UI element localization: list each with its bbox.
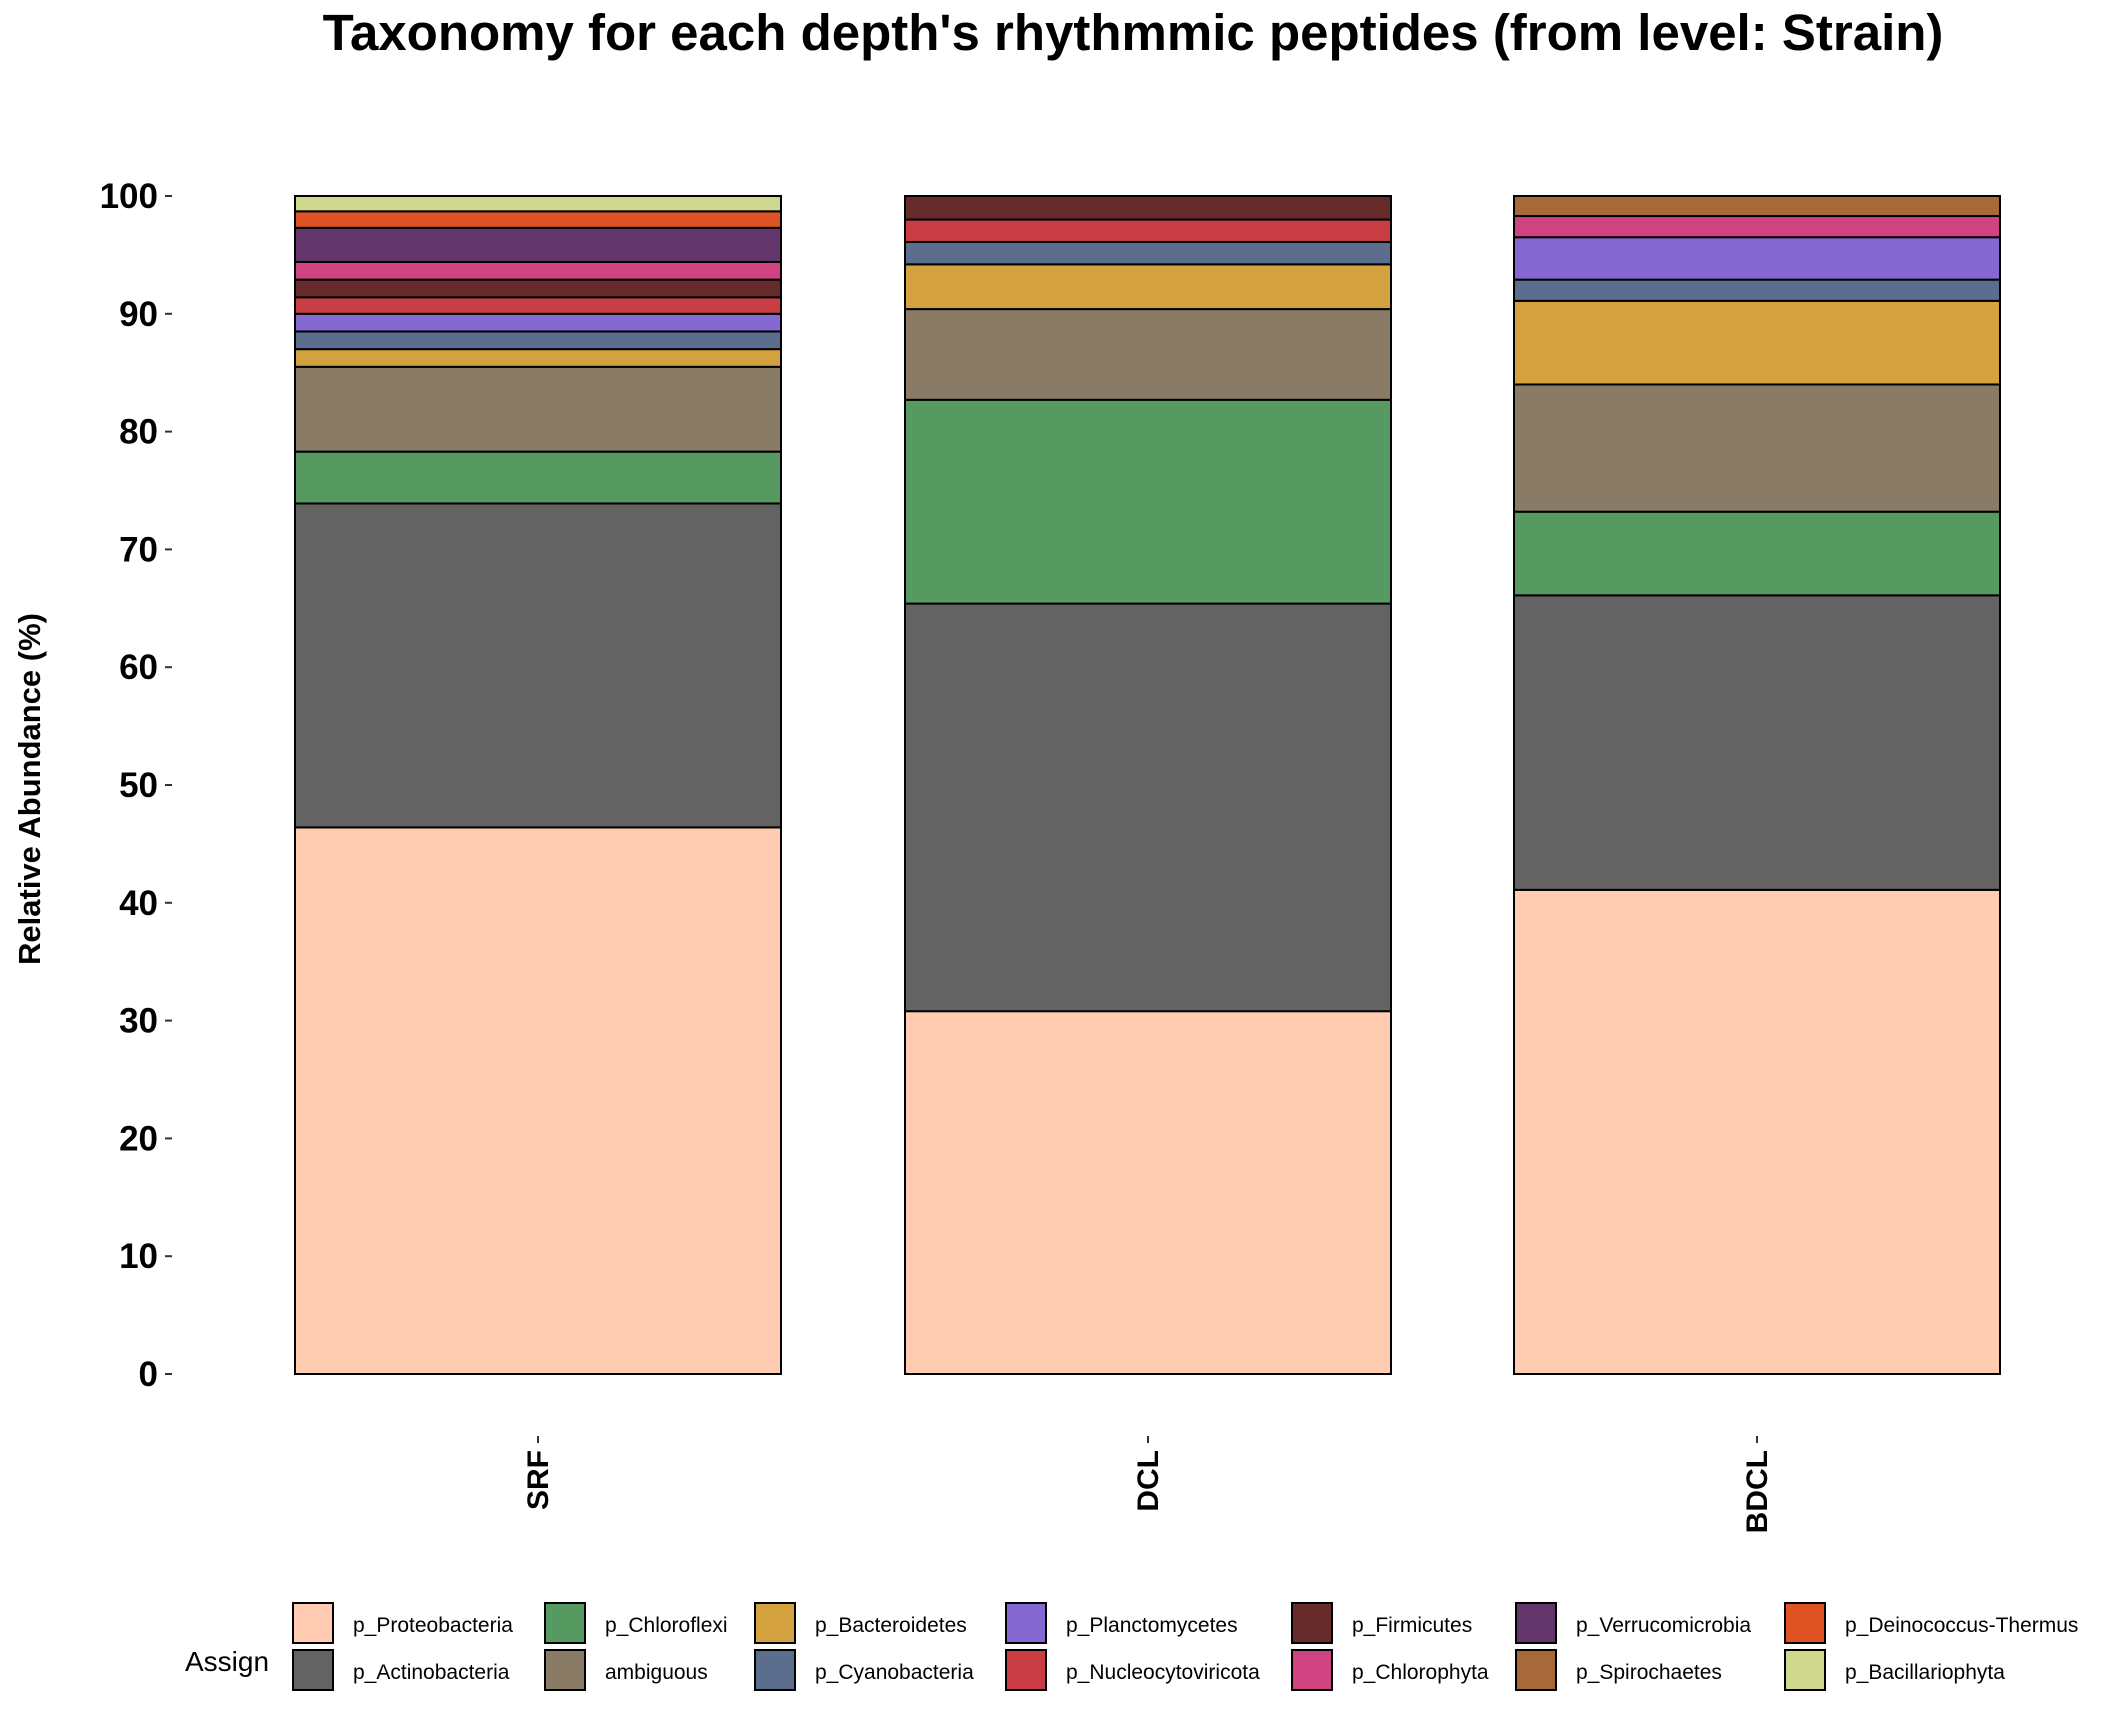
bar-segment-p-actinobacteria-dcl [904,602,1392,1013]
bar-segment-p-chlorophyta-srf [294,260,782,281]
bar-segment-p-bacteroidetes-dcl [904,263,1392,311]
bar-segment-p-planctomycetes-srf [294,312,782,333]
bar-segment-p-chloroflexi-dcl [904,398,1392,605]
legend-key-p-verrucomicrobia [1515,1602,1557,1644]
legend-key-p-firmicutes [1291,1602,1333,1644]
y-tick-label: 70 [119,530,158,569]
y-axis: 0 10 20 30 40 50 60 70 80 90 100 [100,177,172,1394]
bar-segment-p-bacteroidetes-srf [294,348,782,368]
legend-label-p-chloroflexi: p_Chloroflexi [605,1614,728,1637]
bar-segment-p-cyanobacteria-dcl [904,240,1392,266]
y-tick-label: 30 [119,1002,158,1041]
bar-segment-p-nucleocytoviricota-srf [294,296,782,315]
legend-key-ambiguous [544,1649,586,1691]
bar-segment-p-chloroflexi-srf [294,450,782,505]
legend-key-p-cyanobacteria [754,1649,796,1691]
legend-key-p-chlorophyta [1291,1649,1333,1691]
bar-segment-p-verrucomicrobia-srf [294,226,782,263]
legend-key-p-chloroflexi [544,1602,586,1644]
chart-title: Taxonomy for each depth's rhythmmic pept… [323,4,1944,61]
legend-label-p-deinococcus-thermus: p_Deinococcus-Thermus [1845,1614,2078,1637]
bars-group [294,195,2001,1376]
y-axis-label: Relative Abundance (%) [12,613,47,965]
legend-key-p-nucleocytoviricota [1005,1649,1047,1691]
bar-segment-p-firmicutes-dcl [904,195,1392,221]
legend-key-p-spirochaetes [1515,1649,1557,1691]
x-tick-label-dcl: DCL [1132,1450,1165,1512]
bar-segment-p-bacillariophyta-srf [294,195,782,213]
legend-label-ambiguous: ambiguous [605,1661,708,1684]
legend-label-p-bacteroidetes: p_Bacteroidetes [815,1614,967,1637]
legend-label-p-verrucomicrobia: p_Verrucomicrobia [1576,1614,1751,1637]
x-axis: SRF DCL BDCL [522,1436,1774,1533]
legend-key-p-planctomycetes [1005,1602,1047,1644]
bar-segment-p-planctomycetes-bdcl [1513,236,2001,281]
bar-segment-ambiguous-bdcl [1513,383,2001,513]
bar-segment-p-chloroflexi-bdcl [1513,510,2001,597]
legend-key-p-bacteroidetes [754,1602,796,1644]
bar-segment-p-deinococcus-thermus-srf [294,210,782,229]
legend-label-p-chlorophyta: p_Chlorophyta [1352,1661,1489,1684]
legend-label-p-planctomycetes: p_Planctomycetes [1066,1614,1238,1637]
bar-segment-p-proteobacteria-dcl [904,1010,1392,1376]
bar-segment-p-actinobacteria-bdcl [1513,594,2001,891]
y-tick-label: 90 [119,295,158,334]
legend-key-p-deinococcus-thermus [1784,1602,1826,1644]
legend-label-p-firmicutes: p_Firmicutes [1352,1614,1472,1637]
bar-segment-ambiguous-dcl [904,308,1392,401]
legend-title: Assign [185,1646,269,1677]
x-tick-label-bdcl: BDCL [1741,1450,1774,1533]
bar-segment-p-cyanobacteria-bdcl [1513,278,2001,302]
y-tick-label: 100 [100,177,158,216]
bar-segment-p-chlorophyta-bdcl [1513,215,2001,239]
bar-segment-p-actinobacteria-srf [294,502,782,829]
bar-segment-p-cyanobacteria-srf [294,330,782,351]
legend-key-p-proteobacteria [292,1602,334,1644]
y-tick-label: 60 [119,648,158,687]
legend-label-p-spirochaetes: p_Spirochaetes [1576,1661,1722,1684]
y-tick-label: 80 [119,413,158,452]
legend-label-p-actinobacteria: p_Actinobacteria [353,1661,510,1684]
y-tick-label: 40 [119,884,158,923]
bar-segment-p-spirochaetes-bdcl [1513,195,2001,218]
bar-segment-p-firmicutes-srf [294,278,782,299]
legend-label-p-nucleocytoviricota: p_Nucleocytoviricota [1066,1661,1260,1684]
x-tick-label-srf: SRF [522,1450,555,1510]
y-tick-label: 20 [119,1119,158,1158]
y-tick-label: 10 [119,1237,158,1276]
bar-segment-p-proteobacteria-srf [294,826,782,1375]
legend-key-p-bacillariophyta [1784,1649,1826,1691]
y-tick-label: 50 [119,766,158,805]
bar-segment-p-proteobacteria-bdcl [1513,888,2001,1375]
legend-key-p-actinobacteria [292,1649,334,1691]
bar-segment-ambiguous-srf [294,365,782,453]
legend-label-p-proteobacteria: p_Proteobacteria [353,1614,513,1637]
bar-segment-p-nucleocytoviricota-dcl [904,218,1392,243]
bar-segment-p-bacteroidetes-bdcl [1513,299,2001,386]
legend-label-p-bacillariophyta: p_Bacillariophyta [1845,1661,2005,1684]
y-tick-label: 0 [139,1355,158,1394]
legend: Assign p_Proteobacteria p_Actinobacteria p… [185,1602,2078,1691]
legend-label-p-cyanobacteria: p_Cyanobacteria [815,1661,974,1684]
